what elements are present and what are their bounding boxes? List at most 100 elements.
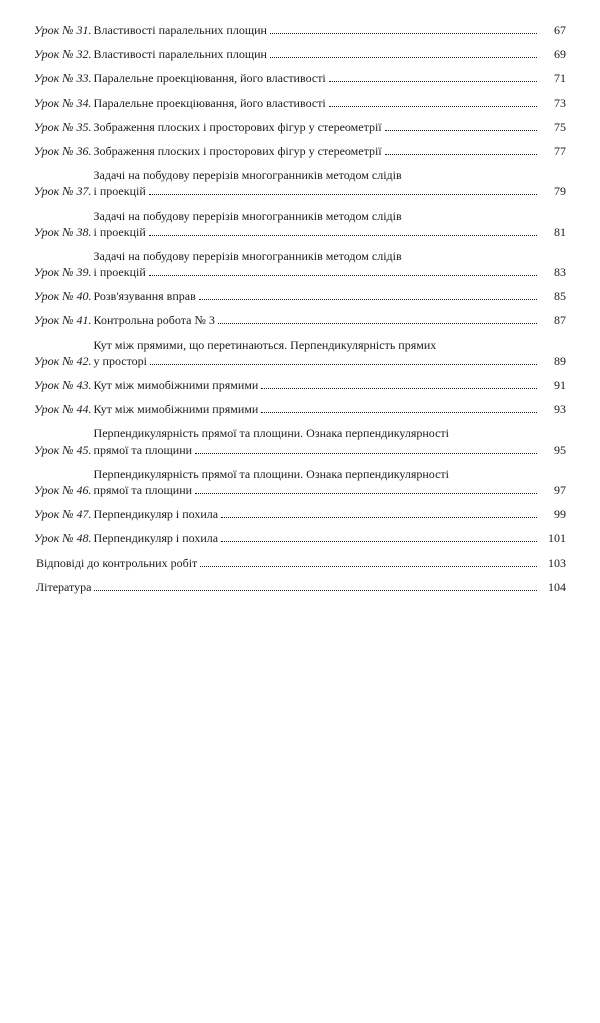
toc-entry-body: Задачі на побудову перерізів многогранни… (92, 167, 566, 199)
toc-entry-text: Перпендикуляр і похила (94, 506, 219, 522)
toc-leader-dots (270, 48, 537, 59)
toc-entry-body: Література 104 (34, 579, 566, 595)
toc-entry-line: Паралельне проекціювання, його властивос… (94, 95, 566, 111)
toc-entry: Урок № 47. Перпендикуляр і похила99 (34, 506, 566, 522)
toc-entry-body: Зображення плоских і просторових фігур у… (92, 143, 566, 159)
toc-entry-body: Перпендикуляр і похила101 (92, 530, 566, 546)
toc-entry-page: 89 (540, 353, 566, 369)
toc-leader-dots (195, 483, 537, 494)
toc-entry-prefix: Урок № 44. (34, 401, 92, 417)
toc-entry-line: і проекцій81 (94, 224, 566, 240)
toc-entry-page: 91 (540, 377, 566, 393)
toc-entry: Література 104 (34, 579, 566, 595)
toc-entry-page: 87 (540, 312, 566, 328)
toc-entry-text: Задачі на побудову перерізів многогранни… (94, 208, 402, 224)
toc-leader-dots (218, 314, 537, 325)
toc-entry-body: Паралельне проекціювання, його властивос… (92, 95, 566, 111)
toc-entry-text: прямої та площини (94, 442, 193, 458)
toc-entry-page: 93 (540, 401, 566, 417)
toc-entry-page: 79 (540, 183, 566, 199)
toc-entry-page: 75 (540, 119, 566, 135)
toc-leader-dots (149, 225, 537, 236)
toc-entry-prefix: Урок № 39. (34, 264, 92, 280)
toc-entry-prefix: Урок № 36. (34, 143, 92, 159)
toc-entry-page: 73 (540, 95, 566, 111)
toc-entry-body: Перпендикулярність прямої та площини. Оз… (92, 425, 566, 457)
toc-entry-text: Розв'язування вправ (94, 288, 196, 304)
toc-entry-line: Кут між мимобіжними прямими 91 (94, 377, 566, 393)
toc-entry-page: 95 (540, 442, 566, 458)
toc-entry-line: Перпендикулярність прямої та площини. Оз… (94, 425, 566, 441)
toc-leader-dots (329, 96, 537, 107)
toc-entry-text: Властивості паралельних площин (94, 22, 267, 38)
toc-entry: Урок № 44. Кут між мимобіжними прямими 93 (34, 401, 566, 417)
toc-entry-line: Властивості паралельних площин 67 (94, 22, 566, 38)
toc-entry-line: Перпендикуляр і похила101 (94, 530, 566, 546)
toc-entry: Урок № 46. Перпендикулярність прямої та … (34, 466, 566, 498)
toc-leader-dots (149, 185, 537, 196)
toc-entry-body: Паралельне проекціювання, його властивос… (92, 70, 566, 86)
toc-entry-prefix: Урок № 33. (34, 70, 92, 86)
toc-entry-prefix: Урок № 38. (34, 224, 92, 240)
toc-entry-body: Задачі на побудову перерізів многогранни… (92, 208, 566, 240)
toc-leader-dots (199, 290, 537, 301)
toc-entry-prefix: Урок № 34. (34, 95, 92, 111)
toc-entry-text: Зображення плоских і просторових фігур у… (94, 143, 382, 159)
toc-entry: Урок № 48. Перпендикуляр і похила101 (34, 530, 566, 546)
toc-entry: Урок № 32. Властивості паралельних площи… (34, 46, 566, 62)
toc-entry-body: Кут між мимобіжними прямими 91 (92, 377, 566, 393)
toc-entry-text: Література (36, 579, 91, 595)
toc-entry-text: Кут між мимобіжними прямими (94, 377, 259, 393)
toc-leader-dots (195, 443, 537, 454)
toc-entry-body: Відповіді до контрольних робіт103 (34, 555, 566, 571)
toc-leader-dots (221, 508, 537, 519)
toc-entry-page: 83 (540, 264, 566, 280)
toc-entry-prefix: Урок № 45. (34, 442, 92, 458)
toc-entry: Відповіді до контрольних робіт103 (34, 555, 566, 571)
toc-entry-page: 104 (540, 579, 566, 595)
toc-entry-text: Властивості паралельних площин (94, 46, 267, 62)
toc-entry-text: Паралельне проекціювання, його властивос… (94, 70, 326, 86)
toc-entry-line: Перпендикулярність прямої та площини. Оз… (94, 466, 566, 482)
toc-entry-text: Кут між прямими, що перетинаються. Перпе… (94, 337, 437, 353)
toc-entry-page: 101 (540, 530, 566, 546)
toc-entry-page: 67 (540, 22, 566, 38)
toc-leader-dots (329, 72, 537, 83)
toc-leader-dots (94, 580, 537, 591)
toc-entry-text: у просторі (94, 353, 147, 369)
toc-leader-dots (385, 144, 537, 155)
toc-leader-dots (261, 378, 537, 389)
toc-entry-line: у просторі 89 (94, 353, 566, 369)
toc-leader-dots (221, 532, 537, 543)
toc-entry-line: Задачі на побудову перерізів многогранни… (94, 248, 566, 264)
toc-entry-prefix: Урок № 47. (34, 506, 92, 522)
toc-entry-text: і проекцій (94, 264, 146, 280)
toc-entry-page: 69 (540, 46, 566, 62)
toc-entry: Урок № 40. Розв'язування вправ85 (34, 288, 566, 304)
toc-entry-line: Зображення плоских і просторових фігур у… (94, 119, 566, 135)
toc-entry-line: Розв'язування вправ85 (94, 288, 566, 304)
toc-entry-line: Задачі на побудову перерізів многогранни… (94, 208, 566, 224)
toc-entry-text: Перпендикулярність прямої та площини. Оз… (94, 466, 449, 482)
toc-entry-prefix: Урок № 42. (34, 353, 92, 369)
toc-entry-body: Кут між мимобіжними прямими 93 (92, 401, 566, 417)
toc-entry-prefix: Урок № 43. (34, 377, 92, 393)
toc-entry-text: Задачі на побудову перерізів многогранни… (94, 167, 402, 183)
toc-entry: Урок № 43. Кут між мимобіжними прямими 91 (34, 377, 566, 393)
toc-entry-text: Кут між мимобіжними прямими (94, 401, 259, 417)
toc-entry-body: Контрольна робота № 3 87 (92, 312, 566, 328)
toc-leader-dots (200, 556, 537, 567)
toc-entry: Урок № 34. Паралельне проекціювання, йог… (34, 95, 566, 111)
toc-entry-text: Відповіді до контрольних робіт (36, 555, 197, 571)
toc-entry-text: Контрольна робота № 3 (94, 312, 215, 328)
toc-entry-text: і проекцій (94, 183, 146, 199)
toc-entry: Урок № 38. Задачі на побудову перерізів … (34, 208, 566, 240)
toc-entry-line: Перпендикуляр і похила99 (94, 506, 566, 522)
toc-entry-prefix: Урок № 48. (34, 530, 92, 546)
toc-entry-body: Зображення плоских і просторових фігур у… (92, 119, 566, 135)
toc-entry-prefix: Урок № 35. (34, 119, 92, 135)
toc-entry-page: 97 (540, 482, 566, 498)
toc-entry-line: Література 104 (36, 579, 566, 595)
toc-entry-line: прямої та площини97 (94, 482, 566, 498)
toc-entry-body: Властивості паралельних площин 69 (92, 46, 566, 62)
